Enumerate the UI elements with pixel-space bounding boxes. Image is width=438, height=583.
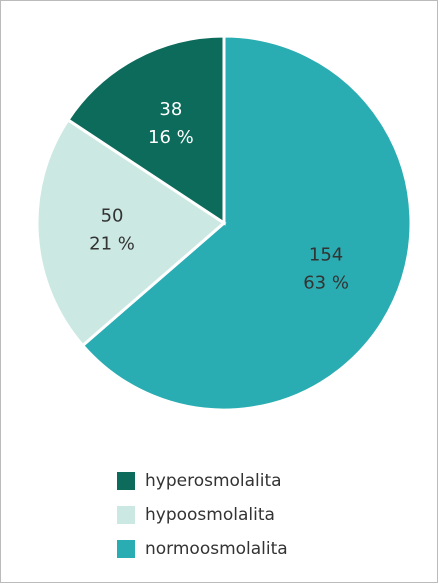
- slice-value: 38: [159, 99, 182, 120]
- pie-slice: [65, 34, 226, 226]
- legend-swatch: [117, 540, 135, 558]
- legend-swatch: [117, 472, 135, 490]
- legend-label: hyperosmolalita: [145, 471, 282, 491]
- legend-label: hypoosmolalita: [145, 505, 275, 525]
- slice-percent: 16 %: [148, 127, 194, 148]
- legend-label: normoosmolalita: [145, 539, 288, 559]
- slice-percent: 63 %: [303, 273, 349, 294]
- pie-slice: [35, 117, 227, 348]
- pie-slice: [80, 34, 413, 412]
- legend-swatch: [117, 506, 135, 524]
- slice-percent: 21 %: [89, 233, 135, 254]
- slice-value: 50: [101, 205, 124, 226]
- slice-value: 154: [309, 245, 343, 266]
